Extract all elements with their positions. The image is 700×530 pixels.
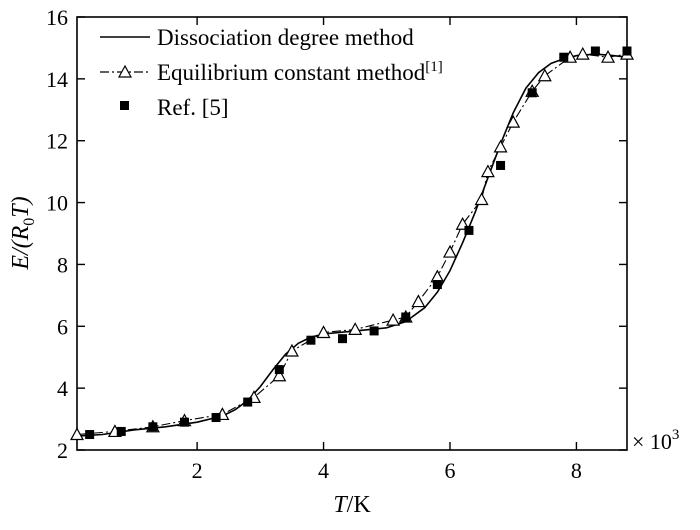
y-axis-title: E/(R0T)	[8, 196, 38, 270]
point-ref5	[559, 52, 569, 62]
point-equilibrium	[537, 68, 552, 82]
point-equilibrium	[480, 164, 495, 178]
legend-label-dissociation: Dissociation degree method	[157, 25, 414, 50]
point-equilibrium	[506, 114, 521, 128]
y-tick-label: 8	[57, 252, 68, 277]
point-ref5	[369, 326, 379, 336]
series-markers	[69, 46, 635, 441]
legend-label-equilibrium-ref: [1]	[425, 59, 443, 75]
x-tick-label: 6	[444, 458, 455, 483]
point-ref5	[527, 88, 537, 98]
point-ref5	[85, 430, 95, 440]
point-ref5	[211, 413, 221, 423]
y-tick-label: 10	[46, 191, 68, 216]
point-ref5	[464, 225, 474, 235]
point-equilibrium	[316, 325, 331, 339]
point-ref5	[401, 312, 411, 322]
y-tick-label: 4	[57, 376, 68, 401]
legend-label-ref5: Ref. [5]	[157, 95, 229, 120]
x-axis-title-rest: /K	[347, 492, 372, 518]
point-ref5	[243, 397, 253, 407]
point-equilibrium	[575, 46, 590, 60]
x-axis-title: T/K	[333, 492, 371, 518]
y-axis-title-suffix: T)	[8, 196, 34, 217]
point-equilibrium	[442, 244, 457, 258]
point-ref5	[622, 46, 632, 56]
x-multiplier-base: × 10	[632, 429, 672, 454]
point-ref5	[590, 46, 600, 56]
point-ref5	[338, 334, 348, 344]
point-equilibrium	[69, 427, 85, 441]
x-multiplier-exp: 3	[672, 427, 680, 443]
plot-frame	[76, 16, 628, 451]
x-multiplier: × 103	[632, 427, 679, 454]
point-equilibrium	[411, 294, 426, 308]
legend: Dissociation degree method Equilibrium c…	[100, 25, 443, 120]
point-equilibrium	[284, 343, 299, 357]
point-equilibrium	[348, 322, 363, 335]
point-equilibrium	[493, 139, 508, 153]
point-ref5	[179, 417, 189, 427]
legend-label-equilibrium: Equilibrium constant method[1]	[157, 59, 443, 85]
y-tick-label: 16	[46, 5, 68, 30]
point-equilibrium	[474, 192, 489, 206]
x-tick-label: 4	[318, 458, 329, 483]
point-ref5	[116, 426, 126, 436]
point-ref5	[306, 335, 316, 345]
y-axis-title-sub: 0	[21, 218, 38, 226]
x-tick-label: 2	[192, 458, 203, 483]
y-tick-label: 14	[46, 67, 68, 92]
x-axis-title-italic: T	[333, 492, 348, 518]
point-ref5	[274, 365, 284, 375]
legend-marker-equilibrium	[117, 64, 133, 78]
point-ref5	[496, 160, 506, 170]
point-equilibrium	[386, 312, 401, 326]
legend-marker-ref5	[120, 101, 129, 110]
point-ref5	[432, 280, 442, 290]
y-tick-label: 2	[57, 438, 68, 463]
legend-label-equilibrium-main: Equilibrium constant method	[157, 60, 426, 85]
y-tick-label: 12	[46, 129, 68, 154]
y-axis-title-prefix: E/(R	[8, 225, 34, 270]
point-equilibrium	[601, 49, 616, 63]
x-tick-label: 8	[571, 458, 582, 483]
point-equilibrium	[272, 368, 287, 382]
y-tick-label: 6	[57, 314, 68, 339]
axis-ticks: 2 4 6 8 2 4 6 8 10 12 14 16	[46, 5, 627, 483]
point-ref5	[148, 422, 158, 432]
